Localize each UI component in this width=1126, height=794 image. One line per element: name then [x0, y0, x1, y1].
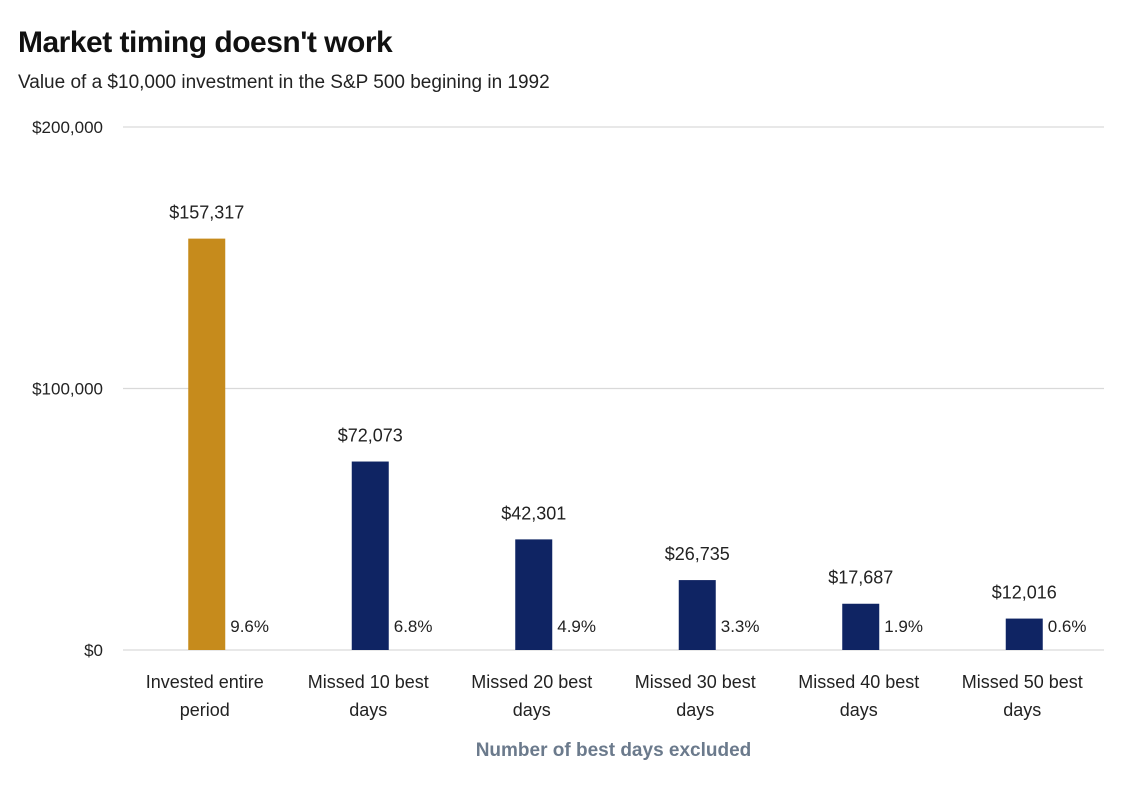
y-tick-label: $200,000: [32, 118, 103, 137]
category-label: Missed 10 best: [308, 672, 429, 692]
y-tick-label: $100,000: [32, 380, 103, 399]
value-label: $12,016: [992, 583, 1057, 603]
category-label: days: [676, 700, 714, 720]
return-label: 3.3%: [721, 617, 760, 636]
category-label: days: [349, 700, 387, 720]
value-label: $26,735: [665, 544, 730, 564]
y-tick-label: $0: [84, 641, 103, 660]
return-label: 0.6%: [1048, 617, 1087, 636]
category-label: days: [513, 700, 551, 720]
x-axis-title: Number of best days excluded: [476, 740, 752, 761]
value-label: $157,317: [169, 203, 244, 223]
category-label: Missed 20 best: [471, 672, 592, 692]
return-label: 6.8%: [394, 617, 433, 636]
chart-subtitle: Value of a $10,000 investment in the S&P…: [18, 72, 550, 93]
return-label: 4.9%: [557, 617, 596, 636]
category-label: days: [1003, 700, 1041, 720]
category-label: Missed 50 best: [962, 672, 1083, 692]
bar: [678, 580, 716, 650]
value-label: $17,687: [828, 568, 893, 588]
category-label: Missed 30 best: [635, 672, 756, 692]
category-label: Missed 40 best: [798, 672, 919, 692]
value-label: $42,301: [501, 503, 566, 523]
category-label: period: [180, 700, 230, 720]
value-label: $72,073: [338, 426, 403, 446]
return-label: 1.9%: [884, 617, 923, 636]
chart-title: Market timing doesn't work: [18, 26, 393, 59]
category-label: Invested entire: [146, 672, 264, 692]
category-label: days: [840, 700, 878, 720]
bar: [351, 461, 389, 650]
return-label: 9.6%: [230, 617, 269, 636]
bar: [842, 603, 880, 650]
bar: [515, 539, 553, 650]
bar: [188, 238, 226, 651]
bar: [1005, 618, 1043, 650]
